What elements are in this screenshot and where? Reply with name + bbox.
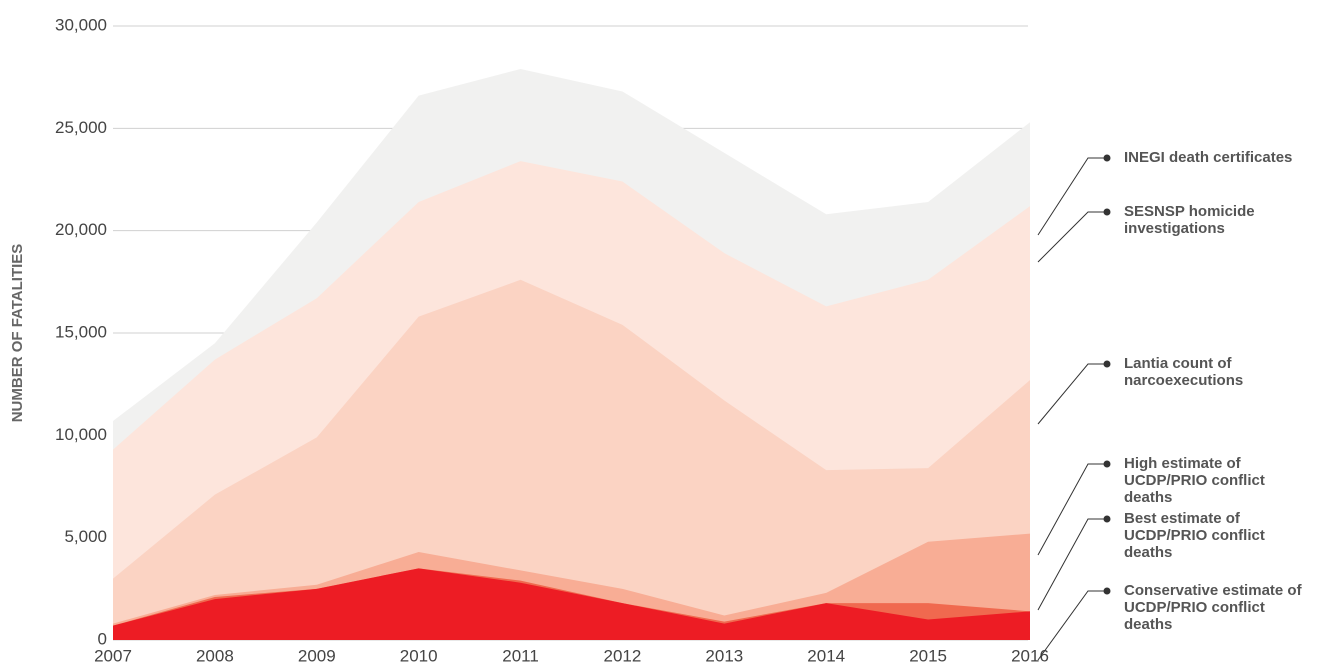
x-tick-label: 2010 (400, 646, 438, 665)
x-tick-label: 2013 (705, 646, 743, 665)
leader-line (1037, 157, 1107, 236)
y-tick-label: 15,000 (55, 322, 107, 341)
legend-label-box: High estimate of UCDP/PRIO conflict deat… (1124, 455, 1265, 506)
legend-label-box: Best estimate of UCDP/PRIO conflict deat… (1124, 510, 1265, 561)
legend-label: Conservative estimate of UCDP/PRIO confl… (1124, 582, 1302, 633)
legend-label: Best estimate of UCDP/PRIO conflict deat… (1124, 510, 1265, 561)
legend-dot (1103, 460, 1111, 468)
x-tick-label: 2014 (807, 646, 845, 665)
legend-dot (1103, 208, 1111, 216)
leader-line (1037, 518, 1107, 611)
y-axis-label: NUMBER OF FATALITIES (9, 244, 26, 423)
legend-dot (1103, 515, 1111, 523)
area (113, 568, 1030, 640)
legend-label: High estimate of UCDP/PRIO conflict deat… (1124, 455, 1265, 506)
x-tick-label: 2016 (1011, 646, 1049, 665)
x-tick-label: 2009 (298, 646, 336, 665)
y-tick-label: 0 (98, 629, 107, 648)
legend-label-box: INEGI death certificates (1124, 149, 1293, 166)
y-tick-label: 20,000 (55, 220, 107, 239)
legend-label: SESNSP homicide investigations (1124, 203, 1255, 237)
x-tick-label: 2007 (94, 646, 132, 665)
legend-dot (1103, 587, 1111, 595)
leader-line (1037, 463, 1107, 556)
leader-line (1037, 363, 1107, 425)
legend-label-box: Lantia count of narcoexecutions (1124, 355, 1244, 389)
legend-label: Lantia count of narcoexecutions (1124, 355, 1244, 389)
x-tick-label: 2011 (502, 646, 539, 665)
leader-line (1037, 590, 1107, 661)
legend-label: INEGI death certificates (1124, 149, 1293, 166)
x-tick-label: 2012 (604, 646, 642, 665)
leader-line (1037, 211, 1107, 263)
area (113, 279, 1030, 640)
legend-dot (1103, 154, 1111, 162)
legend-label-box: Conservative estimate of UCDP/PRIO confl… (1124, 582, 1302, 633)
y-tick-label: 5,000 (64, 527, 107, 546)
legend-label-box: SESNSP homicide investigations (1124, 203, 1255, 237)
legend-dot (1103, 360, 1111, 368)
y-tick-label: 10,000 (55, 425, 107, 444)
x-tick-label: 2015 (909, 646, 947, 665)
y-tick-label: 30,000 (55, 15, 107, 34)
x-tick-label: 2008 (196, 646, 234, 665)
y-tick-label: 25,000 (55, 118, 107, 137)
